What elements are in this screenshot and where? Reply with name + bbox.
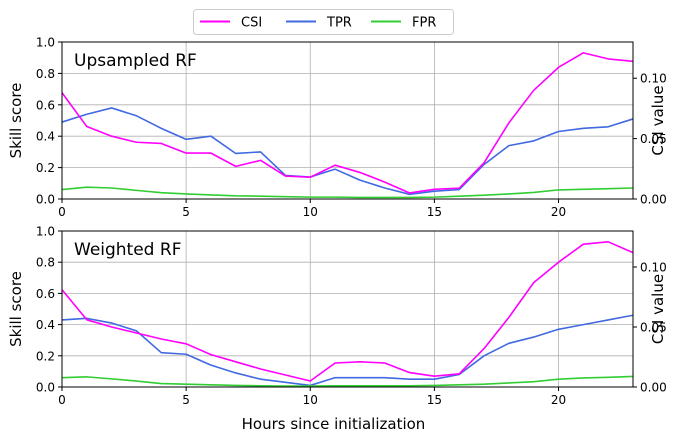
series-tpr <box>62 315 633 385</box>
legend-label: FPR <box>412 16 436 31</box>
x-tick-label: 15 <box>427 205 442 219</box>
panel-title: Weighted RF <box>74 240 181 260</box>
y2-tick-label: 0.00 <box>640 381 667 395</box>
y-tick-label: 0.2 <box>36 161 55 175</box>
series-line-csi <box>62 242 633 381</box>
legend-label: TPR <box>326 16 352 31</box>
y-tick-label: 0.6 <box>36 287 55 301</box>
panel-title: Upsampled RF <box>74 51 197 71</box>
x-tick-label: 5 <box>182 205 190 219</box>
series-csi <box>62 242 633 381</box>
y2-axis-label: CSI value <box>649 85 667 155</box>
legend: CSI TPR FPR <box>194 10 454 35</box>
x-tick-label: 10 <box>303 393 318 407</box>
x-tick-label: 10 <box>303 205 318 219</box>
y-axis-label: Skill score <box>7 271 25 347</box>
y-tick-label: 0.4 <box>36 318 55 332</box>
y2-tick-label: 0.10 <box>640 72 667 86</box>
x-tick-label: 5 <box>182 393 190 407</box>
series-tpr <box>62 108 633 194</box>
y-tick-label: 0.4 <box>36 130 55 144</box>
y-tick-label: 0.6 <box>36 98 55 112</box>
series-fpr <box>62 187 633 197</box>
x-tick-label: 0 <box>58 205 66 219</box>
y-tick-label: 0.0 <box>36 193 55 207</box>
y-tick-label: 0.8 <box>36 67 55 81</box>
series-line-csi <box>62 53 633 193</box>
x-tick-label: 20 <box>551 393 566 407</box>
y-tick-label: 0.0 <box>36 381 55 395</box>
x-tick-label: 20 <box>551 205 566 219</box>
series-line-tpr <box>62 315 633 385</box>
x-axis-label: Hours since initialization <box>242 415 426 433</box>
y2-tick-label: 0.00 <box>640 193 667 207</box>
y-tick-label: 0.8 <box>36 256 55 270</box>
series-csi <box>62 53 633 193</box>
y2-axis-label: CSI value <box>649 274 667 344</box>
y-tick-label: 1.0 <box>36 225 55 239</box>
y-axis-label: Skill score <box>7 83 25 159</box>
y-tick-label: 0.2 <box>36 349 55 363</box>
y-tick-label: 1.0 <box>36 36 55 50</box>
legend-label: CSI <box>241 16 262 31</box>
x-tick-label: 15 <box>427 393 442 407</box>
series-line-fpr <box>62 187 633 197</box>
y2-tick-label: 0.10 <box>640 261 667 275</box>
series-line-tpr <box>62 108 633 194</box>
x-tick-label: 0 <box>58 393 66 407</box>
